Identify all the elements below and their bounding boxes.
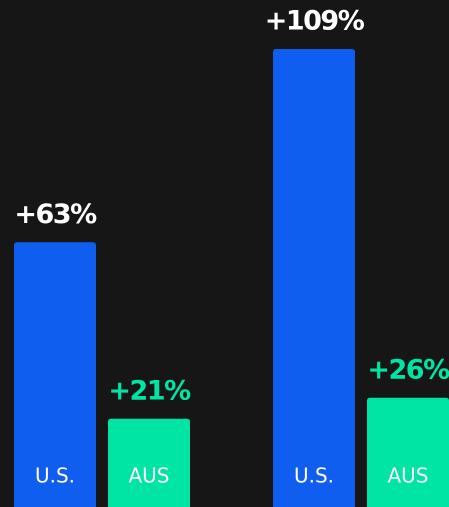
value-label: +21% [108,375,191,406]
bar [273,49,355,507]
value-label: +26% [367,354,449,385]
bar [367,397,449,507]
bar-label: AUS [387,464,428,488]
bar-label: U.S. [35,464,75,488]
bar-label: AUS [128,464,169,488]
bar [14,242,96,507]
bar [108,418,190,507]
bar-label: U.S. [294,464,334,488]
value-label: +109% [265,6,365,37]
value-label: +63% [14,199,97,230]
